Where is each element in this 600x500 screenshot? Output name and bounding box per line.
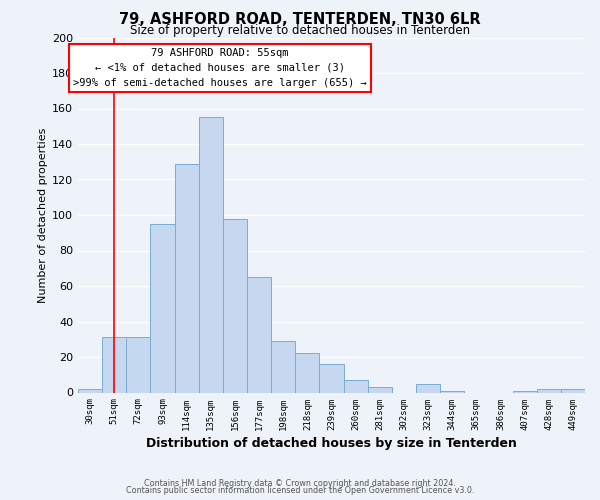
Bar — [537, 389, 561, 392]
Y-axis label: Number of detached properties: Number of detached properties — [38, 128, 48, 302]
Bar — [199, 118, 223, 392]
Text: Contains public sector information licensed under the Open Government Licence v3: Contains public sector information licen… — [126, 486, 474, 495]
Bar — [175, 164, 199, 392]
Bar — [440, 390, 464, 392]
Bar — [151, 224, 175, 392]
X-axis label: Distribution of detached houses by size in Tenterden: Distribution of detached houses by size … — [146, 436, 517, 450]
Bar — [368, 387, 392, 392]
Bar — [344, 380, 368, 392]
Bar — [102, 338, 126, 392]
Bar — [78, 389, 102, 392]
Bar — [295, 354, 319, 393]
Text: Size of property relative to detached houses in Tenterden: Size of property relative to detached ho… — [130, 24, 470, 37]
Bar — [271, 341, 295, 392]
Text: Contains HM Land Registry data © Crown copyright and database right 2024.: Contains HM Land Registry data © Crown c… — [144, 478, 456, 488]
Text: 79, ASHFORD ROAD, TENTERDEN, TN30 6LR: 79, ASHFORD ROAD, TENTERDEN, TN30 6LR — [119, 12, 481, 28]
Bar — [416, 384, 440, 392]
Text: 79 ASHFORD ROAD: 55sqm
← <1% of detached houses are smaller (3)
>99% of semi-det: 79 ASHFORD ROAD: 55sqm ← <1% of detached… — [73, 48, 367, 88]
Bar — [126, 338, 151, 392]
Bar — [561, 389, 585, 392]
Bar — [319, 364, 344, 392]
Bar — [247, 277, 271, 392]
Bar — [512, 390, 537, 392]
Bar — [223, 218, 247, 392]
